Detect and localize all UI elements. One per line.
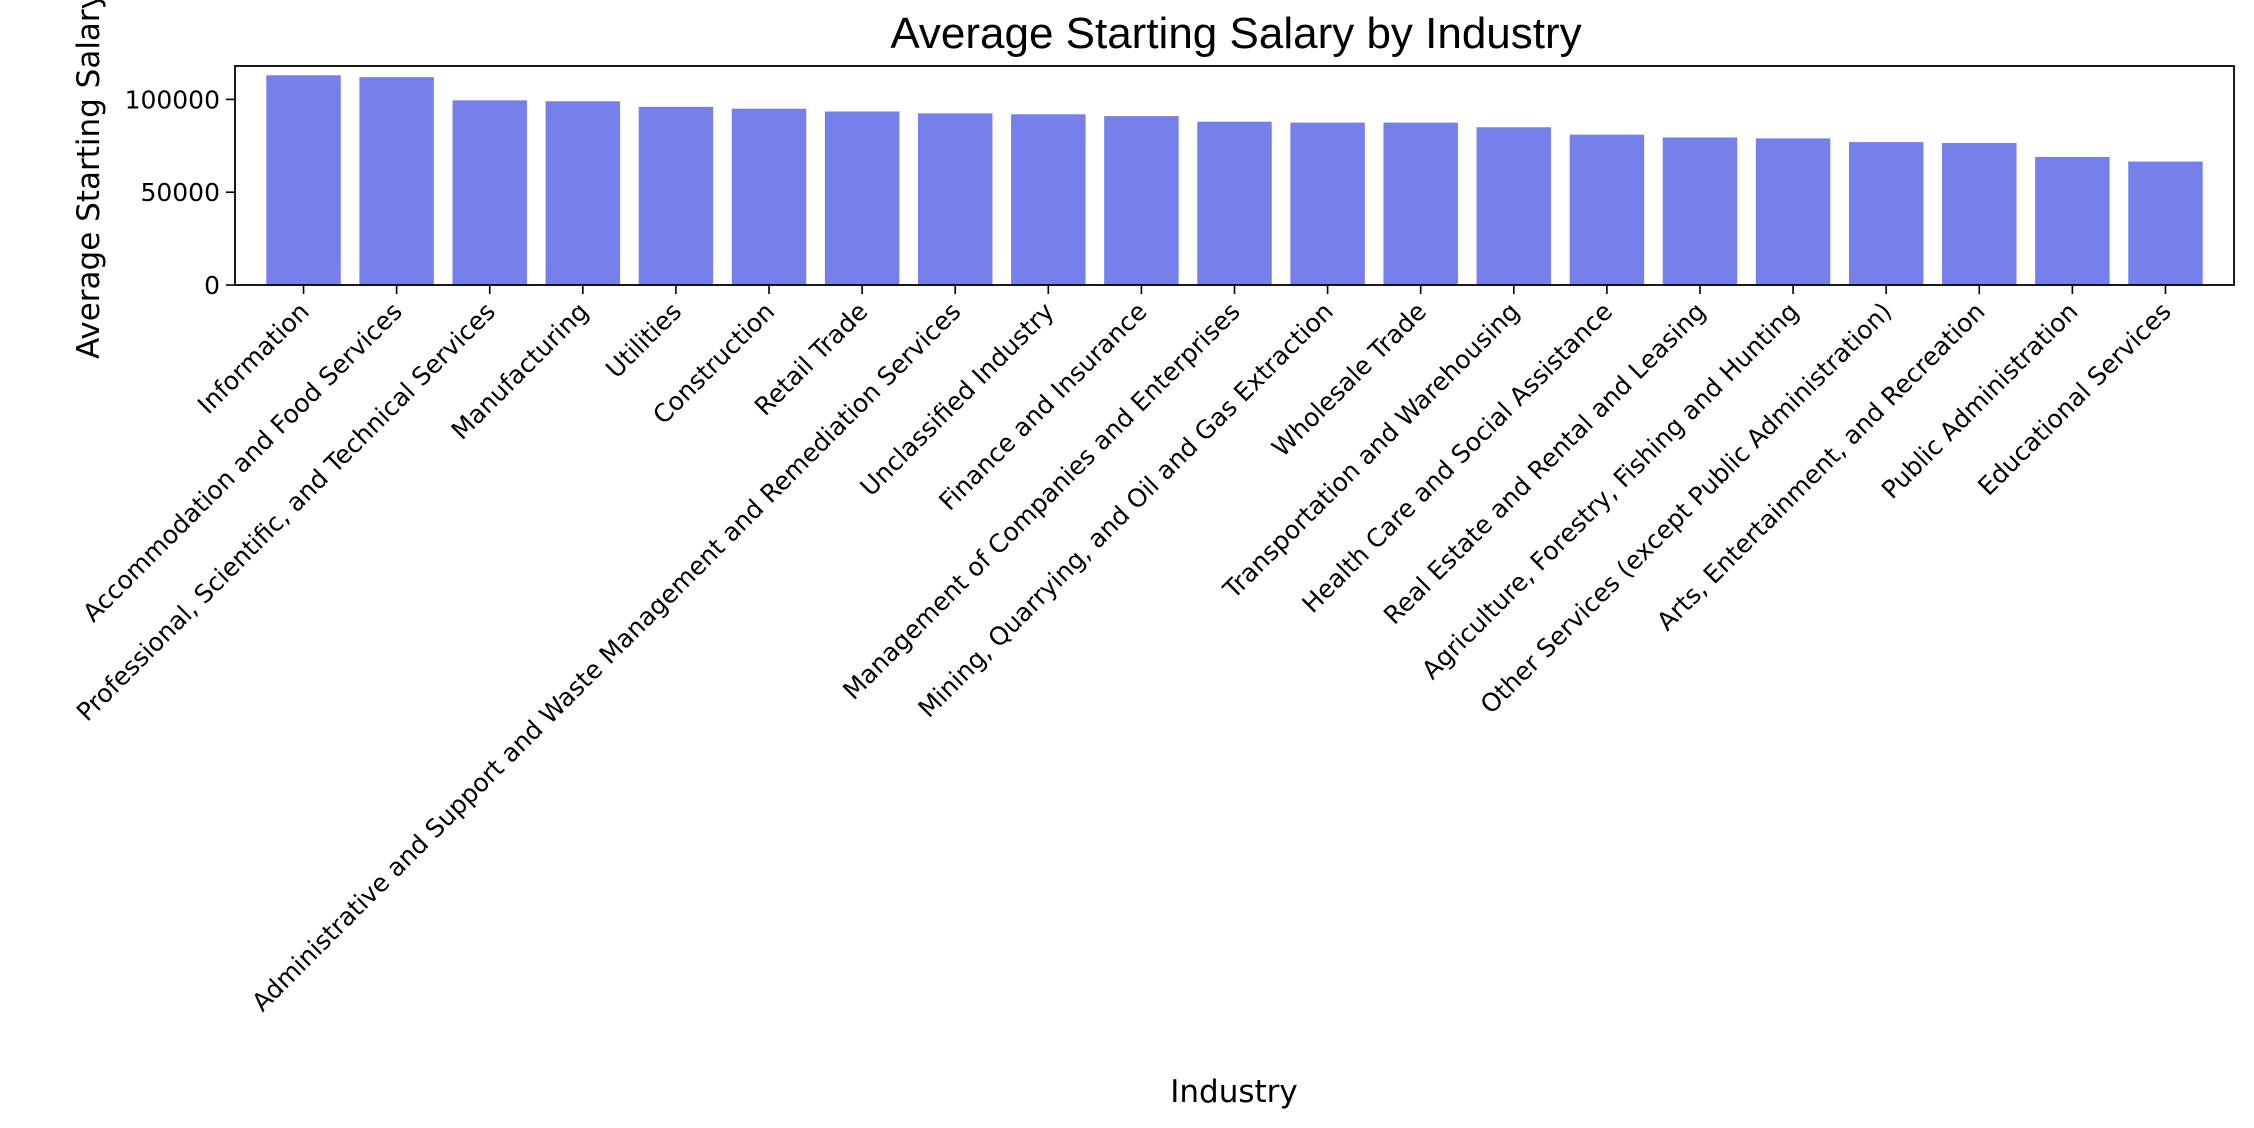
x-tick-label-18: Arts, Entertainment, and Recreation	[1651, 297, 1990, 636]
bars-group	[266, 75, 2203, 286]
x-tick-label-4: Utilities	[600, 297, 687, 384]
bar-5	[731, 108, 807, 285]
y-tick-label-1: 50000	[140, 178, 220, 207]
bar-1	[359, 77, 434, 285]
x-tick-label-2: Professional, Scientific, and Technical …	[71, 297, 501, 727]
x-tick-label-1: Accommodation and Food Services	[77, 297, 408, 628]
x-tick-label-7: Administrative and Support and Waste Man…	[246, 297, 966, 1017]
bar-12	[1383, 122, 1458, 285]
chart-title: Average Starting Salary by Industry	[890, 9, 1581, 58]
bar-8	[1011, 114, 1086, 285]
bar-20	[2128, 161, 2203, 285]
bar-4	[638, 106, 714, 285]
bar-11	[1290, 122, 1365, 285]
y-tick-label-2: 100000	[125, 85, 220, 114]
bar-9	[1104, 116, 1179, 285]
bar-13	[1476, 127, 1552, 285]
bar-18	[1942, 143, 2017, 285]
plot-frame	[234, 65, 2235, 286]
bar-17	[1848, 142, 1924, 285]
bar-7	[917, 113, 993, 285]
bar-16	[1755, 138, 1831, 285]
x-axis-label: Industry	[1170, 1074, 1298, 1110]
bar-10	[1197, 121, 1272, 286]
y-axis: 0 50000 100000	[125, 85, 235, 300]
bar-14	[1569, 134, 1645, 285]
x-tick-label-20: Educational Services	[1972, 297, 2176, 501]
bar-0	[266, 75, 341, 285]
bar-2	[452, 100, 527, 285]
y-axis-label: Average Starting Salary	[71, 0, 107, 359]
y-tick-label-0: 0	[204, 271, 220, 300]
x-tick-label-15: Real Estate and Rental and Leasing	[1378, 297, 1711, 630]
bar-3	[545, 101, 621, 285]
bar-19	[2035, 156, 2110, 285]
bar-15	[1662, 137, 1738, 285]
x-tick-label-12: Wholesale Trade	[1266, 297, 1432, 463]
bar-6	[824, 111, 900, 285]
